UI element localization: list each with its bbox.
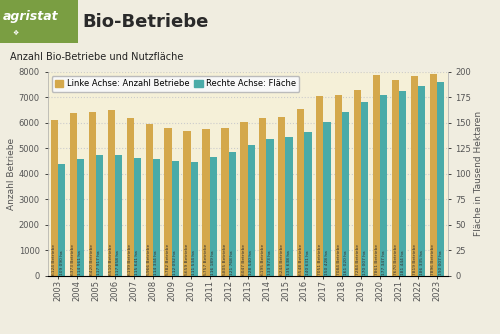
Bar (88, 112, 96, 276)
Text: 5659 Betriebe: 5659 Betriebe (185, 243, 189, 275)
Text: 114 561 ha: 114 561 ha (78, 250, 82, 275)
Text: 7819 Betriebe: 7819 Betriebe (412, 244, 416, 275)
Bar (361, 102, 368, 276)
Bar (342, 112, 349, 276)
Bar (278, 117, 285, 276)
Bar (373, 75, 380, 276)
Bar (108, 110, 115, 276)
Bar (184, 132, 190, 276)
Bar (399, 91, 406, 276)
Text: 114 334 ha: 114 334 ha (154, 250, 158, 275)
Text: 186 335 ha: 186 335 ha (420, 250, 424, 275)
Bar (240, 122, 248, 276)
Bar (96, 155, 103, 276)
Text: 128 540 ha: 128 540 ha (249, 250, 253, 275)
Text: 177 347 ha: 177 347 ha (382, 250, 386, 275)
Text: 121 768 ha: 121 768 ha (230, 250, 234, 275)
Y-axis label: Fläche in Tausend Hektaren: Fläche in Tausend Hektaren (474, 111, 483, 236)
Bar (248, 145, 254, 276)
Bar (354, 90, 361, 276)
Bar (222, 128, 228, 276)
Bar (304, 132, 312, 276)
Bar (70, 113, 77, 276)
Text: 7051 Betriebe: 7051 Betriebe (318, 243, 322, 275)
Text: 5966 Betriebe: 5966 Betriebe (147, 243, 151, 275)
Bar (418, 86, 426, 276)
Legend: Linke Achse: Anzahl Betriebe, Rechte Achse: Fläche: Linke Achse: Anzahl Betriebe, Rechte Ach… (52, 76, 300, 92)
Text: 7896 Betriebe: 7896 Betriebe (432, 244, 436, 275)
Text: 117 858 ha: 117 858 ha (116, 250, 120, 275)
Text: 150 428 ha: 150 428 ha (325, 250, 329, 275)
Bar (437, 82, 444, 276)
Bar (50, 120, 58, 276)
Bar (260, 118, 266, 276)
Text: 6195 Betriebe: 6195 Betriebe (261, 243, 265, 275)
Text: 5782 Betriebe: 5782 Betriebe (166, 243, 170, 275)
Bar (0, 0, 78, 43)
Bar (172, 161, 179, 276)
Text: 6199 Betriebe: 6199 Betriebe (128, 244, 132, 275)
Bar (202, 129, 209, 276)
Text: 115 641 ha: 115 641 ha (136, 250, 140, 275)
Bar (77, 159, 84, 276)
Bar (297, 109, 304, 276)
Text: 109 090 ha: 109 090 ha (60, 250, 64, 275)
Bar (146, 124, 152, 276)
Bar (58, 164, 65, 276)
Text: Anzahl Bio-Betriebe und Nutzfläche: Anzahl Bio-Betriebe und Nutzfläche (10, 52, 184, 62)
Bar (380, 95, 388, 276)
Bar (115, 156, 122, 276)
Text: 170 007 ha: 170 007 ha (363, 250, 367, 275)
Text: 6420 Betriebe: 6420 Betriebe (90, 244, 94, 275)
Text: 117 917 ha: 117 917 ha (98, 250, 102, 275)
Bar (411, 76, 418, 276)
Bar (266, 139, 274, 276)
Text: 161 020 ha: 161 020 ha (344, 250, 348, 275)
Bar (134, 158, 141, 276)
Bar (324, 122, 330, 276)
Text: 6510 Betriebe: 6510 Betriebe (109, 243, 113, 275)
Text: 7861 Betriebe: 7861 Betriebe (374, 244, 378, 275)
Text: 6373 Betriebe: 6373 Betriebe (72, 244, 76, 275)
Text: 116 189 ha: 116 189 ha (211, 250, 215, 275)
Text: 133 973 ha: 133 973 ha (268, 250, 272, 275)
Bar (286, 137, 292, 276)
Bar (126, 118, 134, 276)
Text: 140 631 ha: 140 631 ha (306, 250, 310, 275)
Bar (335, 95, 342, 276)
Text: 5805 Betriebe: 5805 Betriebe (223, 243, 227, 275)
Text: 181 444 ha: 181 444 ha (401, 250, 405, 275)
Bar (164, 128, 172, 276)
Text: 7284 Betriebe: 7284 Betriebe (356, 244, 360, 275)
Bar (430, 74, 437, 276)
Text: 190 007 ha: 190 007 ha (438, 250, 442, 275)
Text: 7670 Betriebe: 7670 Betriebe (394, 244, 398, 275)
Text: ❖: ❖ (12, 30, 19, 35)
Bar (392, 80, 399, 276)
Text: 6124 Betriebe: 6124 Betriebe (52, 244, 56, 275)
Bar (190, 162, 198, 276)
Text: 111 534 ha: 111 534 ha (192, 250, 196, 275)
Text: 5757 Betriebe: 5757 Betriebe (204, 243, 208, 275)
Text: 112 092 ha: 112 092 ha (174, 250, 178, 275)
Text: Bio-Betriebe: Bio-Betriebe (82, 13, 209, 31)
Text: 6244 Betriebe: 6244 Betriebe (280, 244, 284, 275)
Text: 7084 Betriebe: 7084 Betriebe (336, 244, 340, 275)
Text: 6548 Betriebe: 6548 Betriebe (299, 243, 303, 275)
Y-axis label: Anzahl Betriebe: Anzahl Betriebe (7, 138, 16, 210)
Bar (316, 96, 324, 276)
Text: 6047 Betriebe: 6047 Betriebe (242, 244, 246, 275)
Bar (152, 159, 160, 276)
Text: 135 638 ha: 135 638 ha (287, 250, 291, 275)
Bar (228, 152, 235, 276)
Bar (210, 157, 217, 276)
Text: agristat: agristat (2, 10, 58, 23)
